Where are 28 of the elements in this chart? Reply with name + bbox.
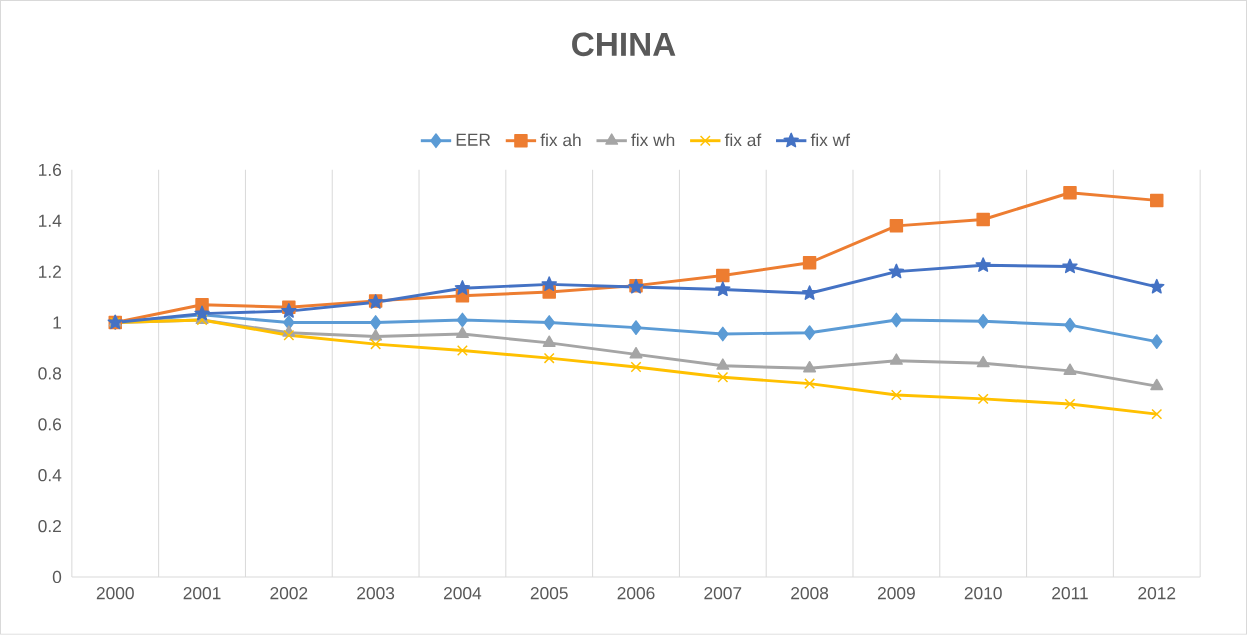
y-tick-label: 0 [52, 570, 62, 584]
y-tick-label: 1.2 [39, 265, 61, 278]
x-tick-label: 2009 [877, 587, 915, 600]
y-tick-label: 1.4 [39, 214, 62, 227]
x-tick-label: 2002 [270, 587, 308, 600]
legend-label: EER [456, 133, 491, 146]
legend-label: fix wf [810, 133, 851, 147]
x-tick-label: 2001 [183, 587, 221, 600]
legend-label: fix wh [631, 133, 675, 147]
legend-label: fix ah [540, 133, 581, 147]
x-tick-label: 2003 [357, 587, 395, 600]
legend-label: fix af [724, 133, 762, 147]
x-tick-label: 2007 [704, 587, 742, 600]
x-tick-label: 2010 [964, 587, 1002, 600]
y-tick-label: 0.8 [38, 367, 62, 380]
y-tick-label: 0.4 [38, 469, 62, 482]
x-tick-label: 2011 [1052, 587, 1088, 600]
x-tick-label: 2006 [617, 587, 655, 600]
x-tick-label: 2004 [444, 587, 482, 600]
y-tick-label: 0.6 [38, 418, 62, 431]
chart-title: CHINA [572, 32, 676, 57]
x-tick-label: 2008 [791, 587, 829, 600]
x-tick-label: 2000 [96, 587, 134, 600]
y-tick-label: 0.2 [38, 520, 61, 533]
x-tick-label: 2012 [1138, 587, 1176, 600]
y-tick-label: 1.6 [39, 163, 62, 177]
y-tick-label: 1 [53, 316, 61, 329]
x-tick-label: 2005 [530, 587, 568, 600]
